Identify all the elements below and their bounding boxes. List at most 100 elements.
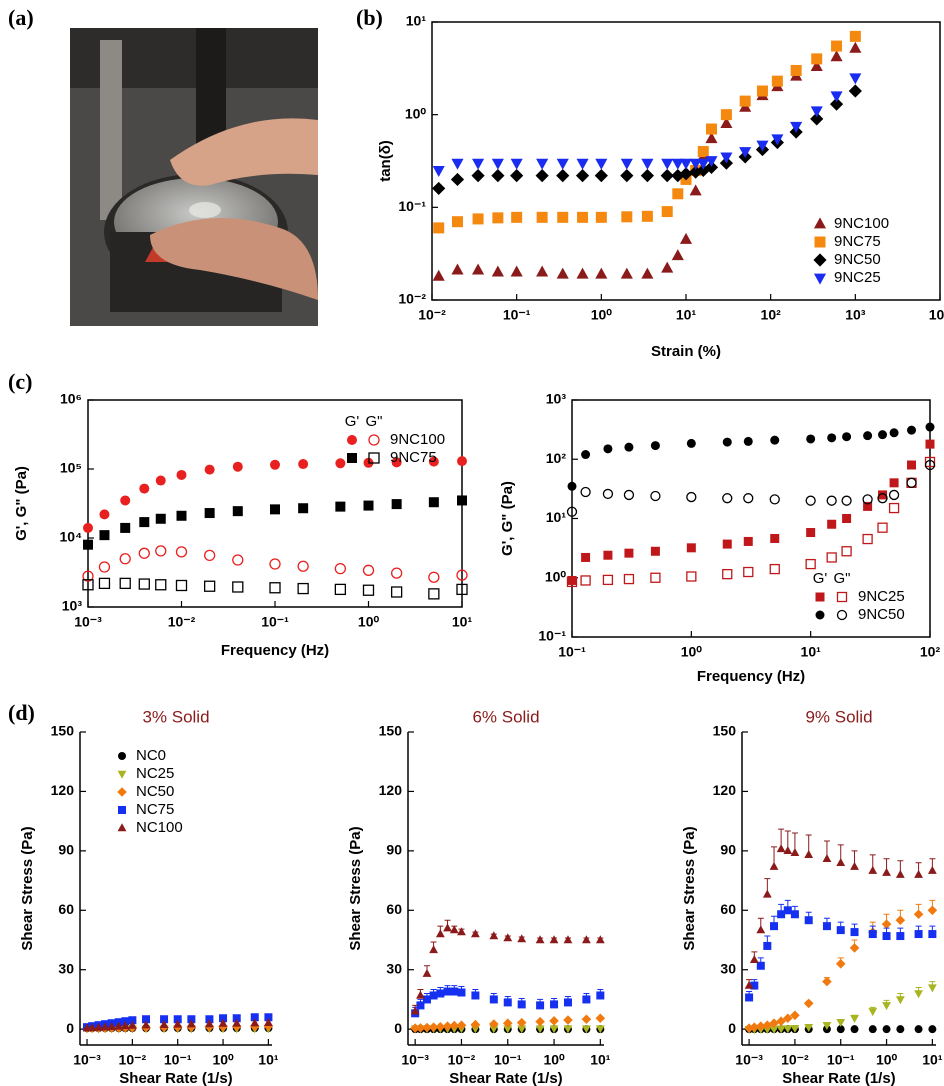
marker [877, 493, 888, 504]
marker [810, 60, 823, 72]
marker [907, 425, 917, 435]
marker [804, 916, 813, 925]
marker [805, 495, 816, 506]
legend-label: NC100 [136, 819, 183, 836]
marker [769, 1018, 779, 1029]
x-axis-label: Shear Rate (1/s) [119, 1070, 232, 1086]
marker [722, 493, 733, 504]
marker [641, 158, 654, 170]
marker [686, 543, 696, 553]
marker [232, 581, 244, 593]
marker [450, 987, 459, 996]
x-tick-label: 10¹ [258, 1052, 279, 1068]
marker [128, 1016, 137, 1025]
marker [581, 450, 591, 460]
marker [815, 610, 825, 620]
marker [264, 1013, 273, 1022]
marker [813, 253, 827, 267]
marker [581, 1014, 592, 1025]
legend-label: 9NC50 [858, 606, 905, 623]
marker [159, 1019, 169, 1028]
marker [83, 522, 93, 533]
marker [472, 213, 484, 225]
marker [842, 514, 852, 523]
marker [806, 434, 816, 444]
marker [415, 1023, 426, 1033]
marker [595, 1013, 606, 1024]
marker [155, 513, 166, 524]
marker [671, 249, 684, 261]
marker [924, 456, 936, 468]
marker [138, 547, 150, 559]
marker [810, 112, 824, 126]
marker [451, 216, 463, 228]
marker [118, 806, 126, 814]
y-tick-label: 10¹ [406, 13, 427, 29]
marker [720, 117, 733, 129]
marker [743, 493, 754, 504]
marker [848, 84, 862, 98]
legend-label: NC0 [136, 747, 166, 764]
marker [835, 958, 846, 969]
x-tick-label: 10⁻² [119, 1052, 147, 1068]
marker [557, 211, 569, 223]
marker [720, 152, 733, 164]
marker [623, 573, 635, 585]
marker [868, 930, 877, 939]
x-tick-label: 10¹ [801, 644, 822, 660]
marker [743, 566, 754, 578]
marker [810, 106, 823, 118]
marker [863, 501, 873, 511]
marker [428, 456, 439, 467]
marker [335, 458, 346, 469]
marker [576, 267, 589, 279]
marker [689, 158, 702, 170]
marker [142, 1015, 151, 1024]
marker [232, 506, 243, 517]
marker [362, 564, 375, 576]
marker [117, 823, 127, 832]
marker [805, 558, 816, 570]
marker [826, 552, 837, 563]
x-tick-label: 10¹ [922, 1052, 943, 1068]
marker [650, 546, 660, 556]
marker [489, 1019, 499, 1029]
marker [697, 146, 709, 158]
marker [790, 848, 800, 857]
marker [756, 140, 769, 152]
marker [771, 134, 784, 146]
legend-label: 9NC100 [834, 215, 889, 232]
marker [347, 453, 357, 463]
marker [362, 584, 375, 596]
marker [722, 437, 732, 447]
x-tick-label: 10¹ [590, 1052, 611, 1068]
marker [896, 1025, 905, 1034]
marker [914, 990, 923, 999]
marker [722, 569, 733, 580]
marker [581, 1025, 591, 1034]
marker [471, 991, 480, 1000]
marker [888, 489, 900, 501]
marker [720, 109, 732, 121]
marker [429, 945, 438, 954]
marker [368, 452, 380, 464]
marker [141, 1020, 151, 1029]
marker [449, 1020, 460, 1031]
marker [822, 922, 831, 931]
marker [391, 457, 402, 468]
marker [87, 1023, 97, 1032]
photo [70, 28, 318, 326]
legend-label: 9NC25 [858, 588, 905, 605]
marker [813, 217, 827, 229]
marker [826, 495, 837, 506]
y-tick-label: 60 [58, 901, 74, 917]
marker [232, 1018, 242, 1027]
y-tick-label: 10² [546, 450, 567, 466]
y-axis-label: Shear Stress (Pa) [347, 826, 364, 950]
x-tick-label: 10⁻² [418, 307, 446, 323]
y-tick-label: 10¹ [546, 509, 567, 525]
marker [566, 506, 578, 517]
marker [928, 1025, 937, 1034]
marker [705, 123, 717, 135]
marker [580, 575, 591, 586]
